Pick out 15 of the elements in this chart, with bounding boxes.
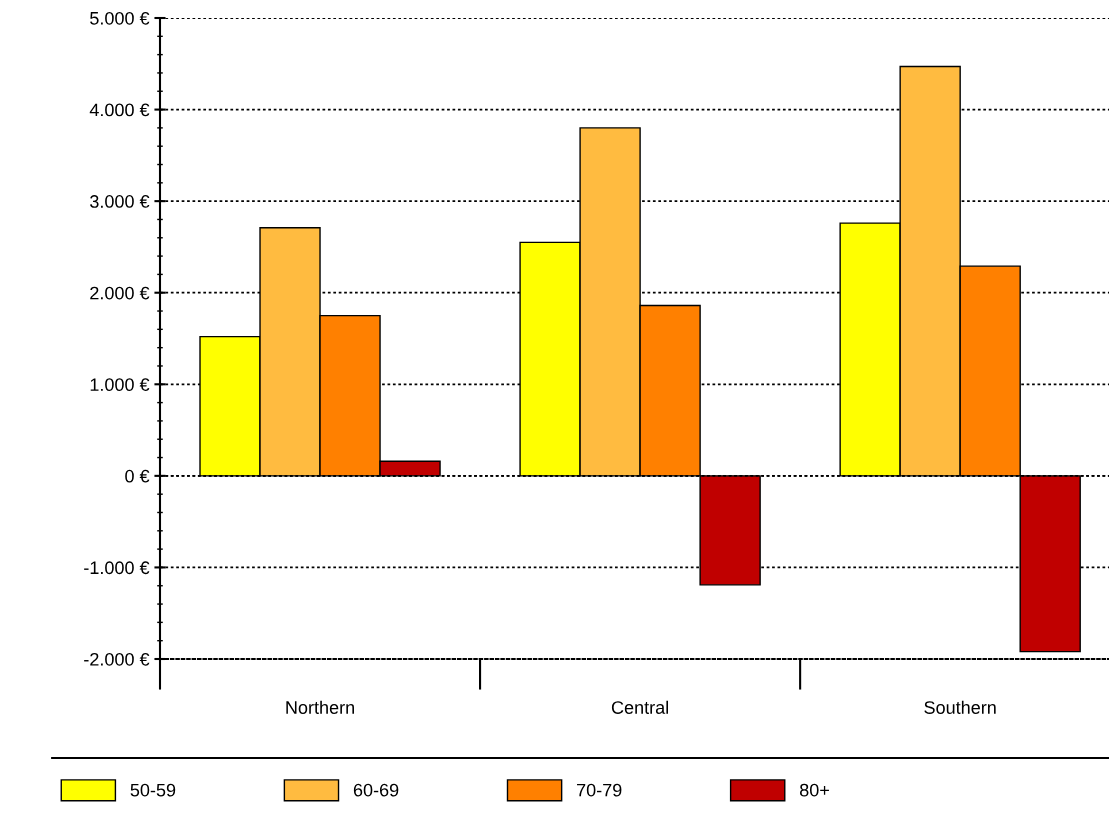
y-tick-label: 5.000 € <box>90 11 150 25</box>
legend-label: 80+ <box>800 783 829 797</box>
x-tick-label: Southern <box>924 700 996 714</box>
y-tick-label: 3.000 € <box>90 195 150 208</box>
legend-label: 50-59 <box>130 783 176 797</box>
y-tick-label: -1.000 € <box>84 561 150 575</box>
x-tick-label: Northern <box>286 700 354 714</box>
x-tick-label: Central <box>611 700 668 714</box>
legend-label: 60-69 <box>353 783 399 797</box>
y-tick-label: 2.000 € <box>90 286 150 300</box>
y-tick-label: -2.000 € <box>84 652 150 666</box>
y-tick-label: 0 € <box>125 469 150 483</box>
legend-label: 70-79 <box>577 783 622 797</box>
y-tick-label: 1.000 € <box>90 378 150 392</box>
y-tick-label: 4.000 € <box>89 103 150 117</box>
